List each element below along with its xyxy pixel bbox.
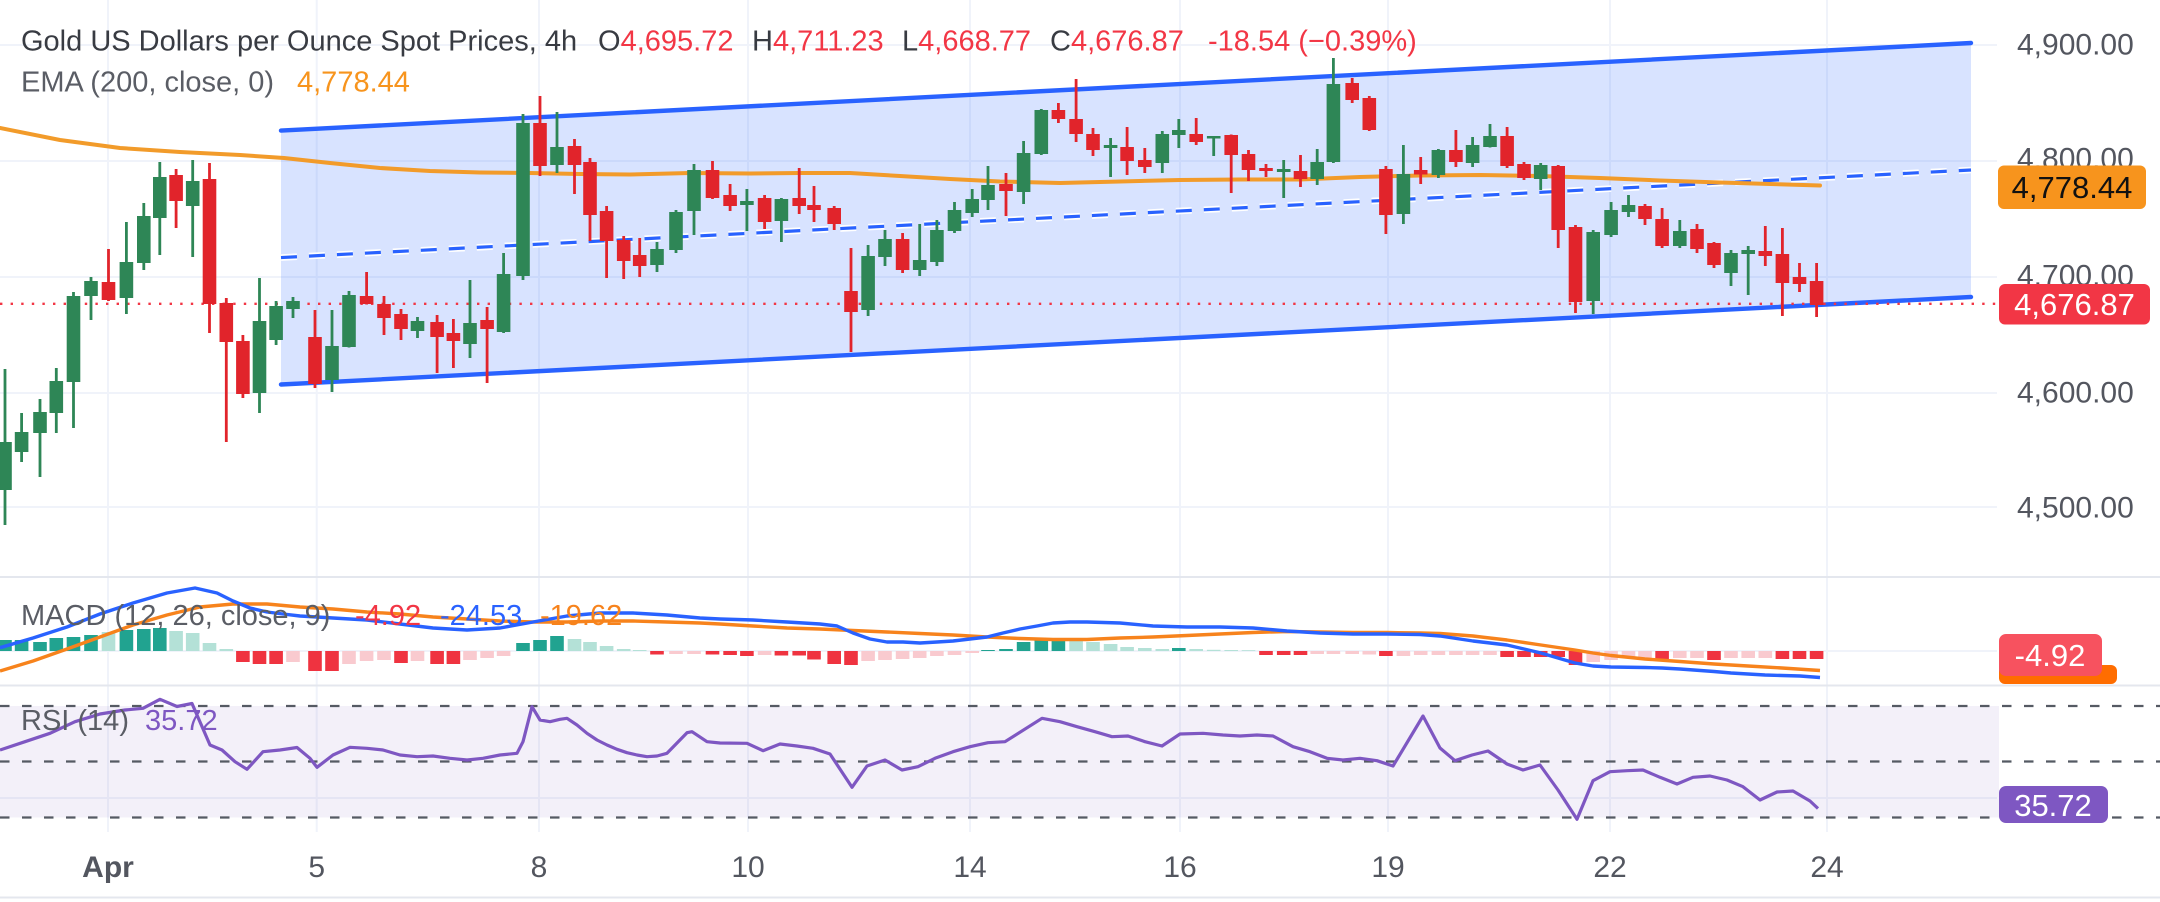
svg-text:RSI (14): RSI (14) bbox=[21, 705, 129, 737]
svg-text:H4,711.23: H4,711.23 bbox=[752, 26, 884, 58]
svg-text:14: 14 bbox=[953, 851, 986, 884]
svg-text:10: 10 bbox=[731, 851, 764, 884]
svg-text:-4.92: -4.92 bbox=[355, 600, 421, 632]
svg-text:MACD (12, 26, close, 9): MACD (12, 26, close, 9) bbox=[21, 600, 330, 632]
svg-text:19: 19 bbox=[1371, 851, 1404, 884]
svg-text:16: 16 bbox=[1163, 851, 1196, 884]
svg-text:35.72: 35.72 bbox=[2014, 788, 2092, 823]
svg-text:8: 8 bbox=[531, 851, 548, 884]
svg-text:EMA (200, close, 0): EMA (200, close, 0) bbox=[21, 67, 274, 99]
svg-text:-19.62: -19.62 bbox=[540, 600, 622, 632]
svg-text:5: 5 bbox=[308, 851, 325, 884]
svg-text:4,500.00: 4,500.00 bbox=[2017, 492, 2134, 525]
svg-text:4,778.44: 4,778.44 bbox=[2012, 170, 2133, 205]
svg-text:Gold US Dollars per Ounce Spot: Gold US Dollars per Ounce Spot Prices, 4… bbox=[21, 26, 577, 58]
svg-text:4,676.87: 4,676.87 bbox=[2014, 287, 2135, 322]
svg-text:L4,668.77: L4,668.77 bbox=[902, 26, 1031, 58]
svg-text:4,900.00: 4,900.00 bbox=[2017, 29, 2134, 62]
svg-text:35.72: 35.72 bbox=[145, 705, 218, 737]
svg-text:4,778.44: 4,778.44 bbox=[297, 67, 410, 99]
svg-text:Apr: Apr bbox=[82, 851, 134, 884]
svg-text:22: 22 bbox=[1593, 851, 1626, 884]
svg-text:-18.54 (−0.39%): -18.54 (−0.39%) bbox=[1208, 26, 1417, 58]
svg-text:-4.92: -4.92 bbox=[2015, 638, 2086, 673]
svg-text:4,600.00: 4,600.00 bbox=[2017, 377, 2134, 410]
svg-text:C4,676.87: C4,676.87 bbox=[1050, 26, 1184, 58]
svg-text:24: 24 bbox=[1810, 851, 1843, 884]
svg-text:-24.53: -24.53 bbox=[440, 600, 522, 632]
svg-text:O4,695.72: O4,695.72 bbox=[598, 26, 733, 58]
